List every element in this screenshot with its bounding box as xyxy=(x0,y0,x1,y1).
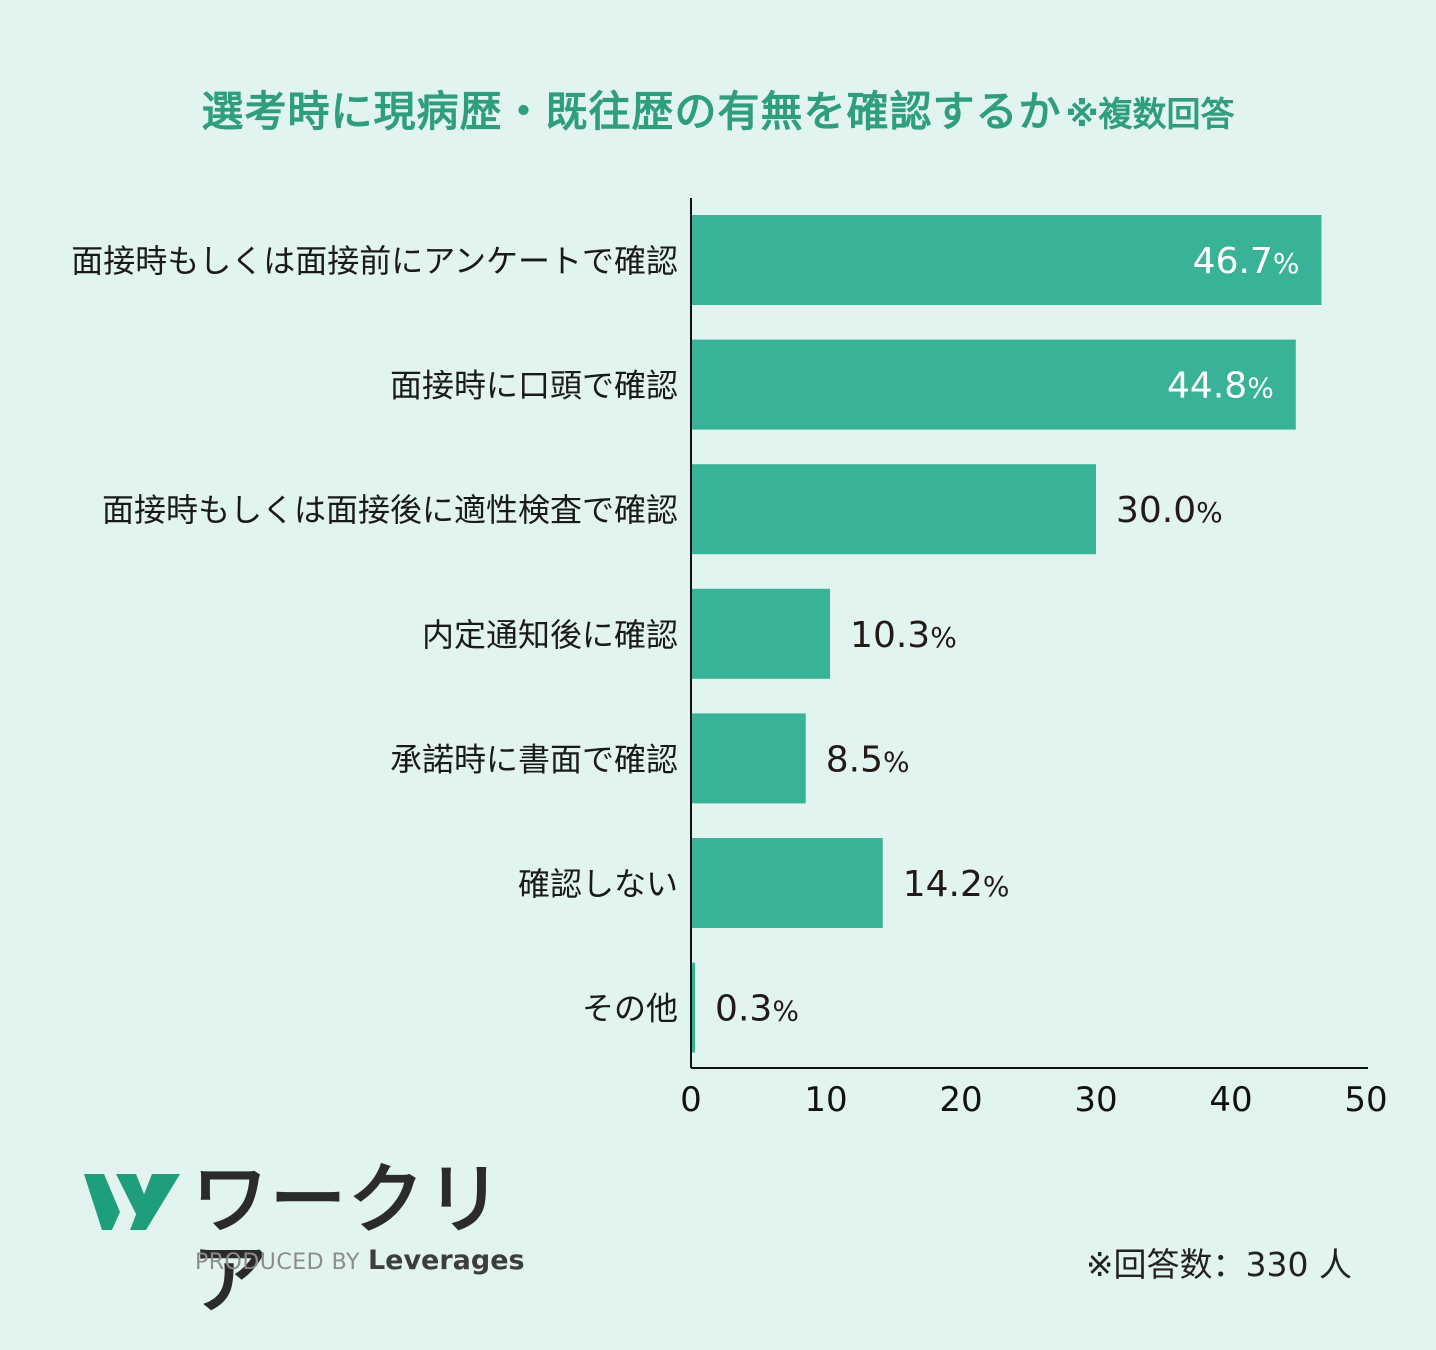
bar xyxy=(691,962,696,1053)
category-label: 面接時に口頭で確認 xyxy=(390,367,678,405)
bar-chart: 面接時もしくは面接前にアンケートで確認 46.7% 面接時に口頭で確認 44.8% 面接… xyxy=(71,198,1388,1120)
x-tick-label: 20 xyxy=(939,1080,982,1120)
respondent-count: ※回答数：330 人 xyxy=(1085,1245,1352,1284)
leverages-brand: Leverages xyxy=(367,1245,525,1276)
bar xyxy=(691,588,831,679)
chart-title-note: ※複数回答 xyxy=(1065,95,1235,135)
chart-title: 選考時に現病歴・既往歴の有無を確認するか ※複数回答 xyxy=(0,78,1436,139)
bar xyxy=(691,713,806,804)
category-label: 面接時もしくは面接後に適性検査で確認 xyxy=(102,491,678,529)
value-label: 30.0% xyxy=(1116,490,1223,531)
bar xyxy=(691,464,1096,555)
chart-title-main: 選考時に現病歴・既往歴の有無を確認するか xyxy=(201,87,1062,136)
bar xyxy=(691,339,1296,430)
x-tick-label: 40 xyxy=(1209,1080,1252,1120)
bar xyxy=(691,215,1322,305)
bar xyxy=(691,838,883,928)
produced-by-line: PRODUCED BY Leverages xyxy=(195,1246,525,1279)
category-label: 内定通知後に確認 xyxy=(422,616,678,654)
value-label: 0.3% xyxy=(715,989,799,1030)
category-label: 承諾時に書面で確認 xyxy=(390,740,678,778)
value-label: 14.2% xyxy=(903,864,1010,905)
x-tick-label: 10 xyxy=(804,1080,847,1120)
produced-by-text: PRODUCED BY xyxy=(195,1250,360,1275)
x-tick-label: 50 xyxy=(1344,1080,1387,1120)
workclear-logo: ワークリア PRODUCED BY Leverages xyxy=(82,1160,525,1320)
x-tick-label: 0 xyxy=(680,1080,702,1120)
category-label: その他 xyxy=(582,990,678,1028)
value-label: 10.3% xyxy=(850,615,957,656)
logo-wordmark: ワークリア xyxy=(192,1155,504,1324)
x-tick-label: 30 xyxy=(1074,1080,1117,1120)
w-logo-icon xyxy=(84,1174,180,1230)
value-label: 8.5% xyxy=(826,739,910,780)
category-label: 面接時もしくは面接前にアンケートで確認 xyxy=(71,242,678,280)
value-label: 44.8% xyxy=(1167,366,1274,407)
category-label: 確認しない xyxy=(518,865,678,903)
value-label: 46.7% xyxy=(1193,241,1300,282)
